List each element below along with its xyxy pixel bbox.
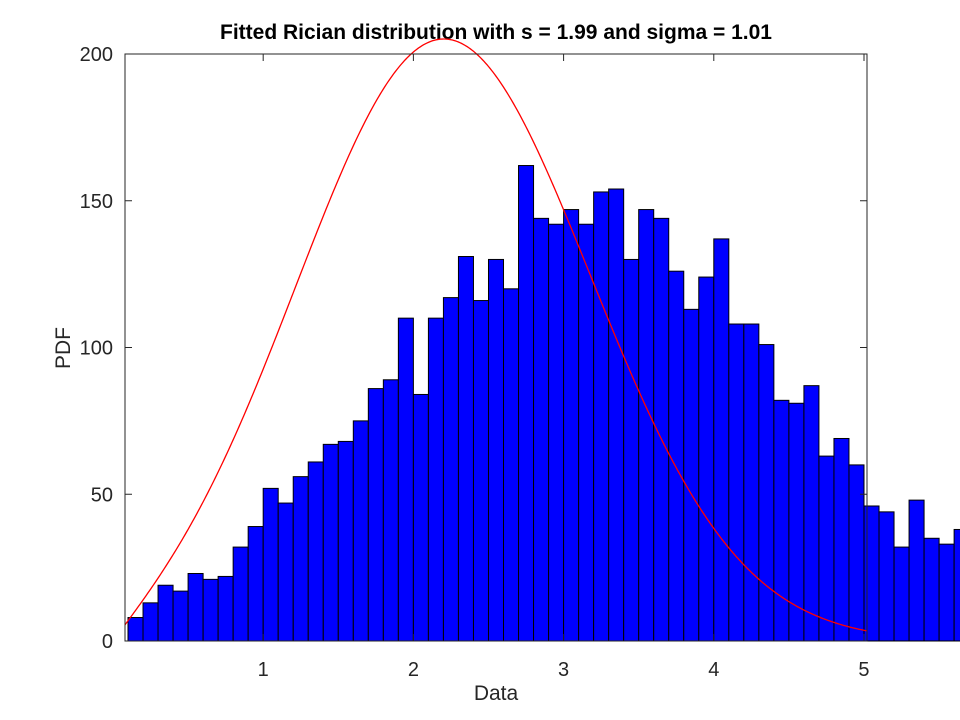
histogram-bar [337,440,354,642]
histogram-bar [187,572,204,642]
histogram-bar [397,317,414,642]
histogram-bar [953,528,960,642]
histogram-bar [533,217,550,642]
histogram-bar [442,297,459,642]
histogram-bar [608,188,625,642]
histogram-bar [593,191,610,642]
histogram-bar [322,443,339,642]
histogram-bar [848,464,865,642]
y-tick-label: 0 [102,631,113,653]
histogram-bar [638,209,655,642]
histogram-bar [457,256,474,642]
histogram-bar [683,308,700,642]
fit-curve [124,38,868,632]
histogram-bar [217,575,234,642]
histogram-bar [623,258,640,642]
x-tick-label: 1 [258,659,269,681]
y-axis-label: PDF [52,327,75,369]
x-tick-label: 3 [558,659,569,681]
histogram-bar [472,300,489,642]
histogram-bar [713,238,730,642]
histogram-bar [728,323,745,642]
histogram-bar [878,511,895,642]
histogram-bar [232,546,249,642]
histogram-bar [653,217,670,642]
histogram-bar [292,476,309,642]
histogram-bar [743,323,760,642]
histogram-bar [908,499,925,642]
histogram-bar [863,505,880,642]
y-tick-label: 100 [80,338,113,360]
histogram-bar [382,379,399,642]
histogram-bar [127,617,144,642]
histogram-bar [818,455,835,642]
histogram-bar [668,270,685,642]
histogram-bar [773,399,790,642]
x-tick-label: 5 [858,659,869,681]
histogram-bar [412,393,429,642]
histogram-bar [262,487,279,642]
histogram-bar [307,461,324,642]
histogram-bar [833,437,850,642]
histogram-bar [202,578,219,642]
fit-curve-layer [124,38,868,632]
x-tick-label: 2 [408,659,419,681]
histogram-bar [277,502,294,642]
histogram-bar [367,388,384,642]
histogram-bar [758,344,775,642]
histogram-bar [923,537,940,642]
histogram-bar [157,584,174,642]
histogram-bar [938,543,955,642]
histogram-bar [352,420,369,642]
histogram-bar [172,590,189,642]
histogram-bars [127,165,960,642]
histogram-bar [142,602,159,642]
y-tick-label: 50 [91,484,113,506]
y-tick-label: 200 [80,44,113,66]
x-axis-label: Data [474,682,519,705]
histogram-bar [578,223,595,642]
chart-title: Fitted Rician distribution with s = 1.99… [220,21,772,44]
histogram-bar [427,317,444,642]
histogram-bar [503,288,520,642]
histogram-bar [548,223,565,642]
y-tick-label: 150 [80,191,113,213]
histogram-bar [563,209,580,642]
histogram-bar [698,276,715,642]
histogram-bar [247,526,264,642]
histogram-bar [893,546,910,642]
histogram-bar [803,385,820,642]
histogram-bar [487,258,505,642]
x-tick-label: 4 [708,659,719,681]
histogram-bar [518,165,535,642]
